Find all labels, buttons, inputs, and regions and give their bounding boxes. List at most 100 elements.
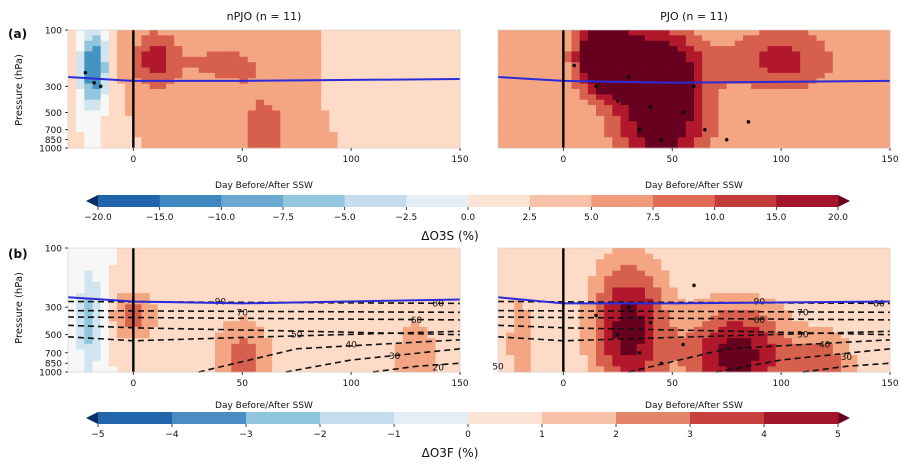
- heat-cell: [620, 332, 630, 339]
- heat-cell: [443, 304, 453, 311]
- heat-cell: [702, 248, 711, 255]
- heat-cell: [710, 253, 719, 260]
- heat-cell: [816, 94, 826, 101]
- heat-cell: [792, 30, 801, 36]
- heat-cell: [255, 366, 265, 373]
- heat-cell: [710, 40, 719, 47]
- heat-cell: [498, 293, 507, 300]
- heat-cell: [612, 293, 621, 300]
- heat-cell: [223, 83, 232, 90]
- heat-cell: [506, 137, 515, 144]
- heat-cell: [451, 46, 461, 52]
- heat-cell: [783, 293, 793, 300]
- heat-cell: [596, 46, 605, 52]
- heat-cell: [661, 110, 670, 117]
- heat-cell: [579, 99, 589, 106]
- heat-cell: [215, 281, 224, 288]
- heat-cell: [506, 366, 515, 373]
- heat-cell: [726, 89, 736, 95]
- heat-cell: [775, 99, 785, 106]
- heat-cell: [255, 30, 265, 36]
- heat-cell: [231, 349, 240, 356]
- heat-cell: [141, 35, 151, 42]
- heat-cell: [174, 264, 183, 271]
- heat-cell: [873, 270, 883, 277]
- heat-cell: [775, 56, 785, 63]
- heat-cell: [685, 360, 695, 367]
- heat-cell: [108, 78, 118, 85]
- heat-cell: [792, 115, 801, 122]
- heat-cell: [125, 72, 134, 79]
- heat-cell: [587, 40, 597, 47]
- heat-cell: [353, 264, 363, 271]
- heat-cell: [800, 355, 809, 362]
- heat-cell: [620, 30, 630, 36]
- heat-cell: [612, 321, 621, 328]
- heat-cell: [841, 126, 850, 133]
- heat-cell: [685, 35, 695, 42]
- heat-cell: [587, 51, 597, 58]
- heat-cell: [783, 72, 793, 79]
- heat-cell: [386, 281, 396, 288]
- heat-cell: [555, 264, 564, 271]
- heat-cell: [411, 264, 420, 271]
- heat-cell: [563, 293, 572, 300]
- heat-cell: [288, 94, 298, 101]
- heat-cell: [362, 287, 371, 294]
- heat-cell: [321, 321, 330, 328]
- heat-cell: [435, 293, 445, 300]
- heat-cell: [718, 30, 728, 36]
- heat-cell: [394, 366, 404, 373]
- heat-cell: [190, 126, 200, 133]
- heat-cell: [174, 248, 183, 255]
- heat-cell: [636, 142, 646, 149]
- heat-cell: [547, 30, 556, 36]
- heat-cell: [734, 310, 744, 317]
- heat-cell: [92, 67, 102, 74]
- heat-cell: [92, 83, 102, 90]
- heat-cell: [435, 315, 445, 322]
- heat-cell: [337, 259, 347, 266]
- heat-cell: [587, 56, 597, 63]
- heat-cell: [370, 56, 379, 63]
- heat-cell: [596, 115, 605, 122]
- heat-cell: [427, 281, 436, 288]
- heat-cell: [653, 89, 662, 95]
- colorbar-swatch: [764, 412, 839, 424]
- heat-cell: [783, 35, 793, 42]
- heat-cell: [223, 30, 232, 36]
- heat-cell: [751, 248, 760, 255]
- heat-cell: [522, 62, 532, 68]
- heat-cell: [653, 276, 662, 283]
- heat-cell: [288, 360, 298, 367]
- heat-cell: [394, 67, 404, 74]
- heat-cell: [710, 326, 719, 333]
- heat-cell: [239, 259, 249, 266]
- heat-cell: [710, 343, 719, 350]
- heat-cell: [645, 360, 654, 367]
- heat-cell: [149, 83, 159, 90]
- heat-cell: [873, 62, 883, 68]
- heat-cell: [669, 310, 679, 317]
- heat-cell: [767, 131, 777, 138]
- heat-cell: [808, 62, 817, 68]
- heat-cell: [661, 46, 670, 52]
- heat-cell: [596, 94, 605, 101]
- heat-cell: [451, 281, 461, 288]
- heat-cell: [345, 99, 355, 106]
- heat-cell: [612, 30, 621, 36]
- heat-cell: [702, 315, 711, 322]
- heat-cell: [824, 110, 834, 117]
- heat-cell: [108, 110, 118, 117]
- heat-cell: [419, 332, 428, 339]
- heat-cell: [149, 304, 159, 311]
- heat-cell: [775, 355, 785, 362]
- heat-cell: [321, 121, 330, 127]
- heat-cell: [759, 62, 768, 68]
- heat-cell: [239, 110, 249, 117]
- heat-cell: [166, 310, 175, 317]
- heat-cell: [149, 51, 159, 58]
- heat-cell: [816, 293, 826, 300]
- heat-cell: [337, 72, 347, 79]
- heat-cell: [563, 338, 572, 345]
